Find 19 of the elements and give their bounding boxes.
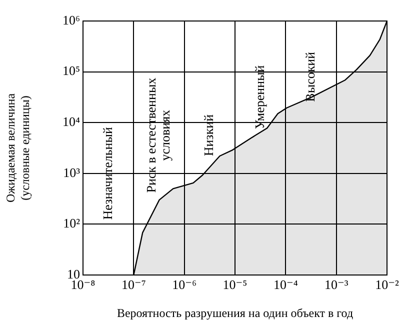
x-tick-label: 10⁻⁶: [172, 277, 197, 292]
y-tick-label: 10³: [63, 164, 80, 180]
annotation: Риск в естественных условиях: [143, 77, 172, 193]
annotation: Умеренный: [252, 65, 267, 130]
x-tick-label: 10⁻²: [375, 277, 399, 292]
x-tick-label: 10⁻⁵: [222, 277, 248, 292]
y-tick-label: 10⁶: [62, 12, 80, 28]
annotation: Незначительный: [100, 127, 115, 220]
annotation: Высокий: [302, 52, 318, 102]
y-axis-title: Ожидаемая величина (условные единицы): [3, 92, 32, 203]
y-tick-label: 10²: [63, 216, 80, 231]
x-tick-label: 10⁻⁴: [273, 277, 298, 292]
x-axis-title: Вероятность разрушения на один объект в год: [116, 306, 354, 320]
y-tick-label: 10⁴: [62, 114, 80, 130]
annotation: Низкий: [201, 114, 216, 156]
y-tick-label: 10: [67, 266, 80, 282]
y-tick-label: 10⁵: [62, 63, 80, 78]
x-tick-label: 10⁻⁷: [121, 277, 146, 292]
x-tick-label: 10⁻³: [324, 277, 348, 292]
